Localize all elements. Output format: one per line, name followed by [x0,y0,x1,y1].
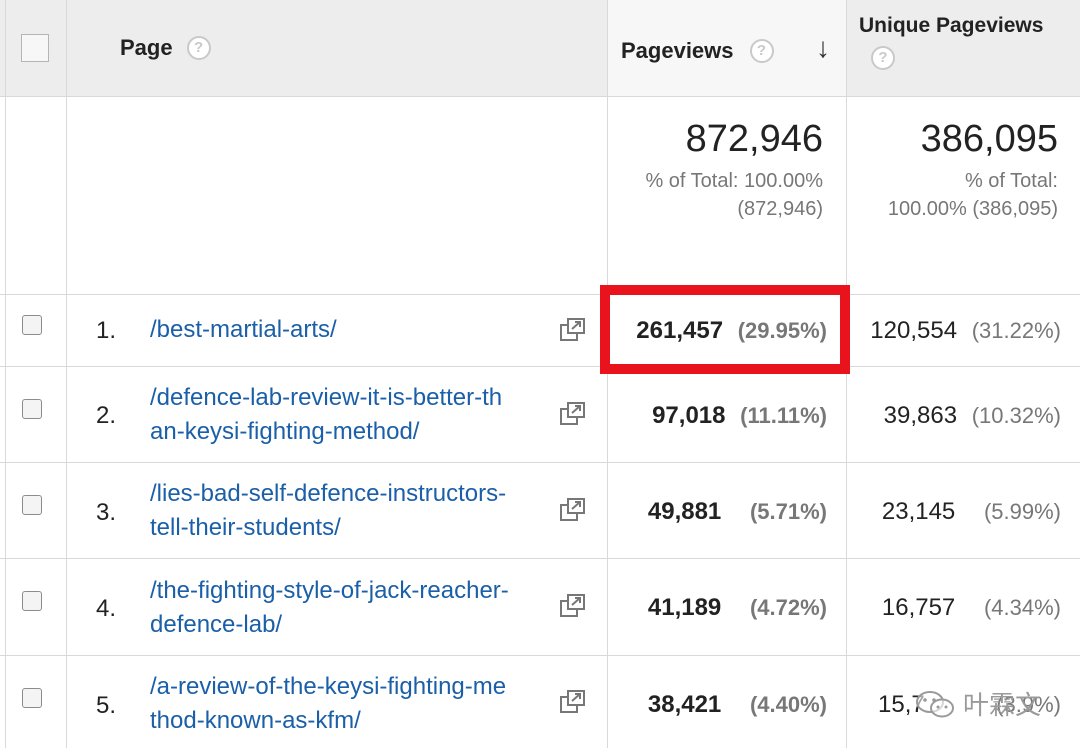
page-link[interactable]: /the-fighting-style-of-jack-reacher- def… [150,574,560,642]
pct-of-total-text: % of Total: [964,170,1058,192]
row-rank: 5. [96,692,117,719]
watermark: 叶霖文 [915,685,1041,722]
page-link[interactable]: /defence-lab-review-it-is-better-th an-k… [150,381,560,449]
open-external-icon[interactable] [560,690,586,714]
pageviews-pct: (4.72%) [749,595,827,620]
pageviews-pct: (5.71%) [749,499,827,524]
page-path-line2: defence-lab/ [150,611,283,638]
open-external-icon[interactable] [560,594,586,618]
row-rank: 3. [96,499,117,526]
unique-value: 120,554 [870,317,958,344]
row-checkbox[interactable] [22,495,42,515]
pageviews-value: 261,457 [636,317,724,344]
help-icon[interactable]: ? [871,46,895,70]
watermark-text: 叶霖文 [963,690,1042,720]
unique-pct: (4.34%) [983,595,1061,620]
row-rank: 1. [96,317,117,344]
row-rank: 2. [96,402,117,429]
pageviews-value: 38,421 [647,691,722,718]
page-path-line2: an-keysi-fighting-method/ [150,418,420,445]
page-column-label: Page [120,35,173,60]
pageviews-column-header[interactable]: Pageviews ? [621,38,774,64]
page-path-line1: /the-fighting-style-of-jack-reacher- [150,577,509,604]
pageviews-value: 49,881 [647,498,722,525]
pageviews-column-label: Pageviews [621,38,734,63]
page-link[interactable]: /a-review-of-the-keysi-fighting-me thod-… [150,670,560,738]
row-unique: 39,863 (10.32%) [884,402,1061,430]
highlight-box [600,285,850,374]
row-pageviews: 49,881 (5.71%) [648,498,827,526]
help-icon[interactable]: ? [186,36,211,60]
open-external-icon[interactable] [560,402,586,426]
unique-column-header[interactable]: Unique Pageviews ? [859,14,1043,70]
total-pageviews-pct: % of Total: 100.00% (872,946) [645,167,823,223]
pageviews-pct: (4.40%) [749,692,827,717]
row-unique: 23,145 (5.99%) [882,498,1061,526]
header-page-cell [66,0,607,96]
unique-value: 16,757 [881,594,956,621]
page-link[interactable]: /lies-bad-self-defence-instructors- tell… [150,477,560,545]
page-link[interactable]: /best-martial-arts/ [150,313,560,347]
pageviews-pct: (29.95%) [737,318,827,343]
unique-value: 23,145 [881,498,956,525]
unique-value: 39,863 [883,402,958,429]
page-path-line2: tell-their-students/ [150,514,341,541]
row-pageviews: 38,421 (4.40%) [648,691,827,719]
page-path-line1: /lies-bad-self-defence-instructors- [150,480,507,507]
total-pageviews: 872,946 [685,118,823,160]
row-unique-pct: (3.9%) [996,691,1061,719]
pageviews-value: 97,018 [652,402,726,429]
unique-pct: (10.32%) [971,403,1061,428]
unique-pct: (3.9%) [996,692,1061,717]
pageviews-value: 41,189 [647,594,722,621]
open-external-icon[interactable] [560,498,586,522]
page-path-line1: /defence-lab-review-it-is-better-th [150,384,503,411]
total-unique-pageviews: 386,095 [920,118,1058,160]
row-checkbox[interactable] [22,399,42,419]
wechat-icon [916,690,954,717]
row-rank: 4. [96,595,117,622]
row-pageviews: 261,457 (29.95%) [636,317,827,345]
pct-of-total-text: % of Total: 100.00% [645,170,823,192]
select-all-checkbox[interactable] [21,34,49,62]
pct-of-total-value: (872,946) [737,198,823,220]
pageviews-pct: (11.11%) [740,403,827,428]
sort-descending-icon[interactable]: ↓ [816,32,830,63]
page-path-line1: /best-martial-arts/ [150,316,337,343]
pct-of-total-value: 100.00% (386,095) [887,198,1058,220]
row-pageviews: 41,189 (4.72%) [648,594,827,622]
open-external-icon[interactable] [560,318,586,342]
page-path-line2: thod-known-as-kfm/ [150,707,361,734]
unique-pct: (31.22%) [971,318,1061,343]
unique-pct: (5.99%) [983,499,1061,524]
help-icon[interactable]: ? [749,39,774,63]
row-checkbox[interactable] [22,688,42,708]
row-pageviews: 97,018 (11.11%) [652,402,827,430]
header-pageviews-cell [607,0,846,96]
row-checkbox[interactable] [22,591,42,611]
row-checkbox[interactable] [22,315,42,335]
unique-column-label: Unique Pageviews [859,14,1044,37]
row-unique: 16,757 (4.34%) [882,594,1061,622]
total-unique-pct: % of Total: 100.00% (386,095) [888,167,1058,223]
page-column-header[interactable]: Page ? [120,35,211,61]
row-unique: 120,554 (31.22%) [870,317,1061,345]
page-path-line1: /a-review-of-the-keysi-fighting-me [150,673,507,700]
